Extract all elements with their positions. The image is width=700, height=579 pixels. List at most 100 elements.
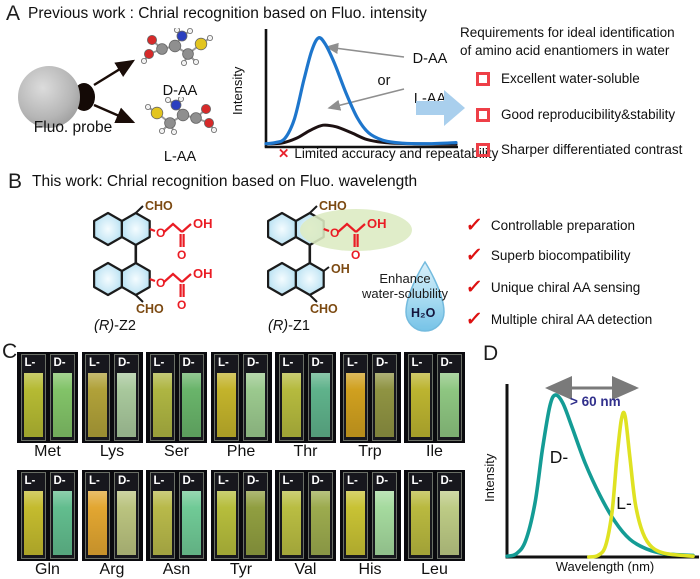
panel-a-arrows xyxy=(93,42,405,124)
cuvette-d-asn: D- xyxy=(178,472,204,559)
cuvette-d-thr: D- xyxy=(307,354,333,441)
cuvette-photo-his: L- D- xyxy=(339,470,401,561)
panel-d-label: D xyxy=(483,342,499,365)
cuvette-d-leu: D- xyxy=(436,472,462,559)
liquid xyxy=(439,373,459,437)
liquid xyxy=(246,373,265,437)
cuvette-l-asn: L- xyxy=(149,472,175,559)
cuvette-label: L- xyxy=(282,357,294,369)
liquid xyxy=(217,373,236,437)
panel-a-plot xyxy=(264,29,458,149)
check-icon: ✓ xyxy=(464,215,484,236)
cuvette-label: D- xyxy=(118,475,131,487)
cuvette-d-trp: D- xyxy=(372,354,397,441)
cuvette-label: D- xyxy=(376,475,389,487)
cuvette-l-his: L- xyxy=(343,472,368,559)
panel-a-title: Previous work : Chrial recognition based… xyxy=(28,5,427,22)
cuvette-photo-lys: L- D- xyxy=(81,352,143,443)
l-emission-curve xyxy=(587,410,695,559)
cuvette-label: L- xyxy=(347,475,358,487)
amino-acid-label-lys: Lys xyxy=(99,443,125,460)
red-checkbox-icon xyxy=(476,142,490,157)
liquid xyxy=(375,373,394,437)
cuvette-d-lys: D- xyxy=(114,354,139,441)
requirement-item: Excellent water-soluble xyxy=(476,71,640,86)
enhance-text-line2: water-solubility xyxy=(362,286,448,301)
cuvette-label: L- xyxy=(89,475,100,487)
liquid xyxy=(23,491,43,555)
requirement-item: Sharper differentiated contrast xyxy=(476,142,682,157)
red-checkbox-icon xyxy=(476,71,490,86)
cuvette-l-ile: L- xyxy=(407,354,433,441)
cuvette-label: D- xyxy=(311,357,324,369)
liquid xyxy=(52,491,72,555)
cuvette-label: D- xyxy=(440,357,453,369)
strong-intensity-curve xyxy=(264,36,458,146)
carbonyl-o-label: O xyxy=(351,248,360,262)
cuvette-photo-tyr: L- D- xyxy=(210,470,272,561)
feature-item: ✓ Controllable preparation xyxy=(464,215,636,236)
amino-acid-label-his: His xyxy=(358,561,382,578)
compound-label-z2: (R)-Z2 xyxy=(94,318,136,334)
liquid xyxy=(23,373,43,437)
amino-acid-label-tyr: Tyr xyxy=(229,561,253,578)
liquid xyxy=(181,373,201,437)
panel-d-xlabel: Wavelength (nm) xyxy=(555,559,655,574)
liquid xyxy=(439,491,459,555)
red-checkbox-icon xyxy=(476,107,490,122)
cuvette-label: D- xyxy=(182,357,195,369)
d-curve-label: D- xyxy=(549,447,569,467)
flow-arrow-icon xyxy=(416,90,465,126)
structure-r-z1-graphic: CHO O O OH OH CHO xyxy=(267,199,412,316)
cuvette-photo-gln: L- D- xyxy=(17,470,78,561)
limitation-caption: ✕ Limited accuracy and repeatability xyxy=(278,146,499,161)
cuvette-label: D- xyxy=(311,475,324,487)
carbonyl-o-label: O xyxy=(177,298,186,312)
cuvette-d-tyr: D- xyxy=(243,472,268,559)
panel-b-label: B xyxy=(8,170,23,193)
amino-acid-label-trp: Trp xyxy=(358,443,382,460)
cuvette-label: L- xyxy=(411,475,423,487)
liquid xyxy=(88,373,107,437)
amino-acid-label-gln: Gln xyxy=(35,561,60,578)
l-curve-label: L- xyxy=(616,493,632,513)
liquid xyxy=(281,373,301,437)
panel-d-plot xyxy=(505,376,699,559)
cuvette-label: L- xyxy=(24,357,36,369)
liquid xyxy=(217,491,236,555)
liquid xyxy=(246,491,265,555)
cuvette-label: L- xyxy=(218,475,229,487)
amino-acid-label-arg: Arg xyxy=(99,561,125,578)
cuvette-d-val: D- xyxy=(307,472,333,559)
liquid xyxy=(152,491,172,555)
liquid xyxy=(310,491,330,555)
liquid xyxy=(117,373,136,437)
cuvette-l-met: L- xyxy=(20,354,46,441)
cuvette-label: L- xyxy=(153,475,165,487)
cuvette-label: D- xyxy=(440,475,453,487)
cuvette-label: D- xyxy=(182,475,195,487)
panel-a-label: A xyxy=(6,2,21,25)
liquid xyxy=(52,373,72,437)
cho-group-label: CHO xyxy=(319,199,347,213)
probe-label: Fluo. probe xyxy=(33,119,113,136)
d-aa-molecule-graphic xyxy=(141,28,214,67)
cuvette-label: L- xyxy=(282,475,294,487)
cuvette-l-lys: L- xyxy=(85,354,110,441)
liquid xyxy=(281,491,301,555)
liquid xyxy=(117,491,136,555)
oh-label: OH xyxy=(193,216,213,231)
cuvette-l-thr: L- xyxy=(278,354,304,441)
feature-item: ✓ Unique chiral AA sensing xyxy=(464,277,641,298)
check-icon: ✓ xyxy=(464,245,484,266)
amino-acid-label-ser: Ser xyxy=(164,443,189,460)
panel-c-label: C xyxy=(2,340,18,363)
liquid xyxy=(375,491,394,555)
oh-label: OH xyxy=(367,216,387,231)
cuvette-label: L- xyxy=(347,357,358,369)
water-drop-icon xyxy=(405,260,445,332)
panel-d-ylabel: Intensity xyxy=(482,453,497,503)
compound-label-z1: (R)-Z1 xyxy=(268,318,310,334)
cuvette-d-phe: D- xyxy=(243,354,268,441)
l-aa-molecule-graphic xyxy=(144,97,217,136)
